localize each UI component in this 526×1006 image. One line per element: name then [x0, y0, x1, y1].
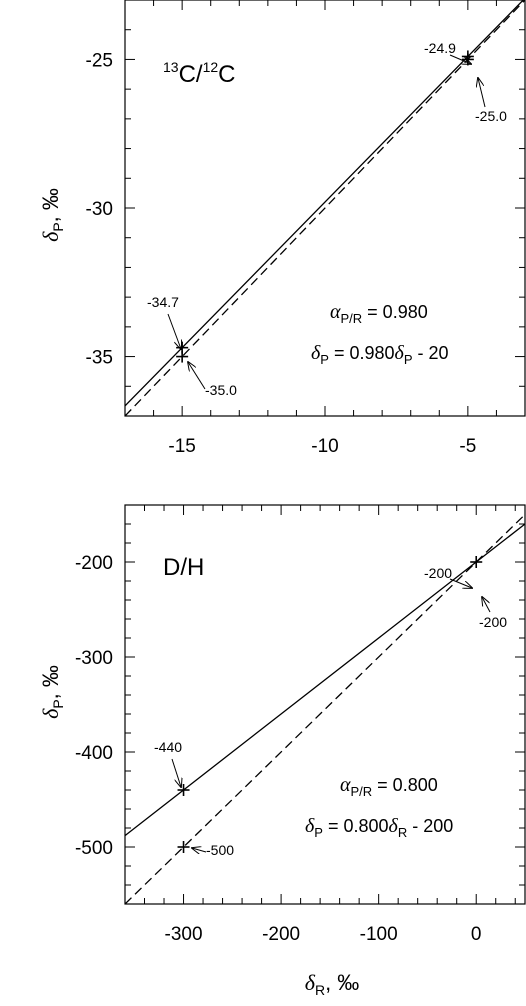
y-axis-label-top: δP, ‰ — [38, 188, 66, 242]
marker-plus — [177, 841, 190, 853]
annotation-arrow — [188, 362, 206, 390]
equation-alpha: αP/R = 0.800 — [340, 774, 438, 799]
y-tick-label: -25 — [86, 50, 113, 71]
y-tick-label: -300 — [75, 648, 113, 669]
equation-alpha: αP/R = 0.980 — [330, 301, 428, 326]
marker-plus — [461, 53, 474, 66]
x-tick-label: -100 — [360, 924, 398, 945]
equation-delta: δP = 0.800δR - 200 — [305, 815, 453, 840]
x-tick-label: -15 — [168, 436, 195, 457]
y-tick-label: -30 — [86, 199, 113, 220]
annotation-label: -440 — [154, 739, 182, 755]
annotation-label: -35.0 — [205, 382, 237, 398]
x-tick-label: 0 — [471, 924, 482, 945]
x-tick-label: -200 — [262, 924, 300, 945]
x-axis-label-bottom: δR, ‰ — [305, 970, 360, 998]
y-tick-label: -400 — [75, 743, 113, 764]
y-tick-label: -35 — [86, 348, 113, 369]
chart-title-top: 13C/12C — [163, 59, 236, 88]
annotation-label: -24.9 — [424, 40, 456, 56]
series-dashed-line — [125, 0, 526, 416]
annotation-label: -34.7 — [147, 294, 179, 310]
marker-plus — [176, 350, 189, 363]
equation-delta: δP = 0.980δP - 20 — [311, 342, 449, 367]
series-dashed-line — [125, 514, 526, 905]
y-tick-label: -200 — [75, 553, 113, 574]
annotation-label: -200 — [479, 614, 507, 630]
annotation-label: -500 — [206, 842, 234, 858]
x-tick-label: -300 — [165, 924, 203, 945]
marker-plus — [470, 556, 483, 568]
plot-frame-bottom — [124, 504, 526, 905]
annotation-label: -200 — [424, 565, 452, 581]
annotation-label: -25.0 — [475, 108, 507, 124]
x-tick-label: -5 — [459, 436, 476, 457]
grid-ticks-top — [124, 0, 526, 417]
annotation-arrow — [449, 54, 471, 64]
x-tick-label: -10 — [311, 436, 338, 457]
series-solid-line — [125, 523, 526, 837]
y-tick-label: -500 — [75, 838, 113, 859]
markers-bottom — [177, 556, 483, 853]
annotation-arrow — [192, 848, 207, 852]
marker-plus — [177, 784, 190, 796]
annotation-arrow — [478, 78, 486, 108]
annotation-arrow — [482, 597, 491, 613]
series-group-top — [125, 0, 526, 416]
markers-top — [176, 50, 474, 363]
y-axis-label-bottom: δP, ‰ — [38, 665, 66, 719]
annotation-arrow — [449, 578, 472, 588]
series-group-bottom — [125, 514, 526, 905]
chart-title-bottom: D/H — [163, 554, 204, 581]
series-solid-line — [125, 0, 525, 407]
annotation-arrow — [171, 758, 181, 787]
annotation-arrow — [167, 313, 181, 349]
chart-top: -15 -10 -5 -35 -30 -25 13C/12C δP, ‰ -34… — [38, 0, 526, 457]
grid-ticks-bottom — [124, 504, 525, 905]
chart-bottom: -300 -200 -100 0 -500 -400 -300 -200 D/H… — [38, 504, 526, 998]
